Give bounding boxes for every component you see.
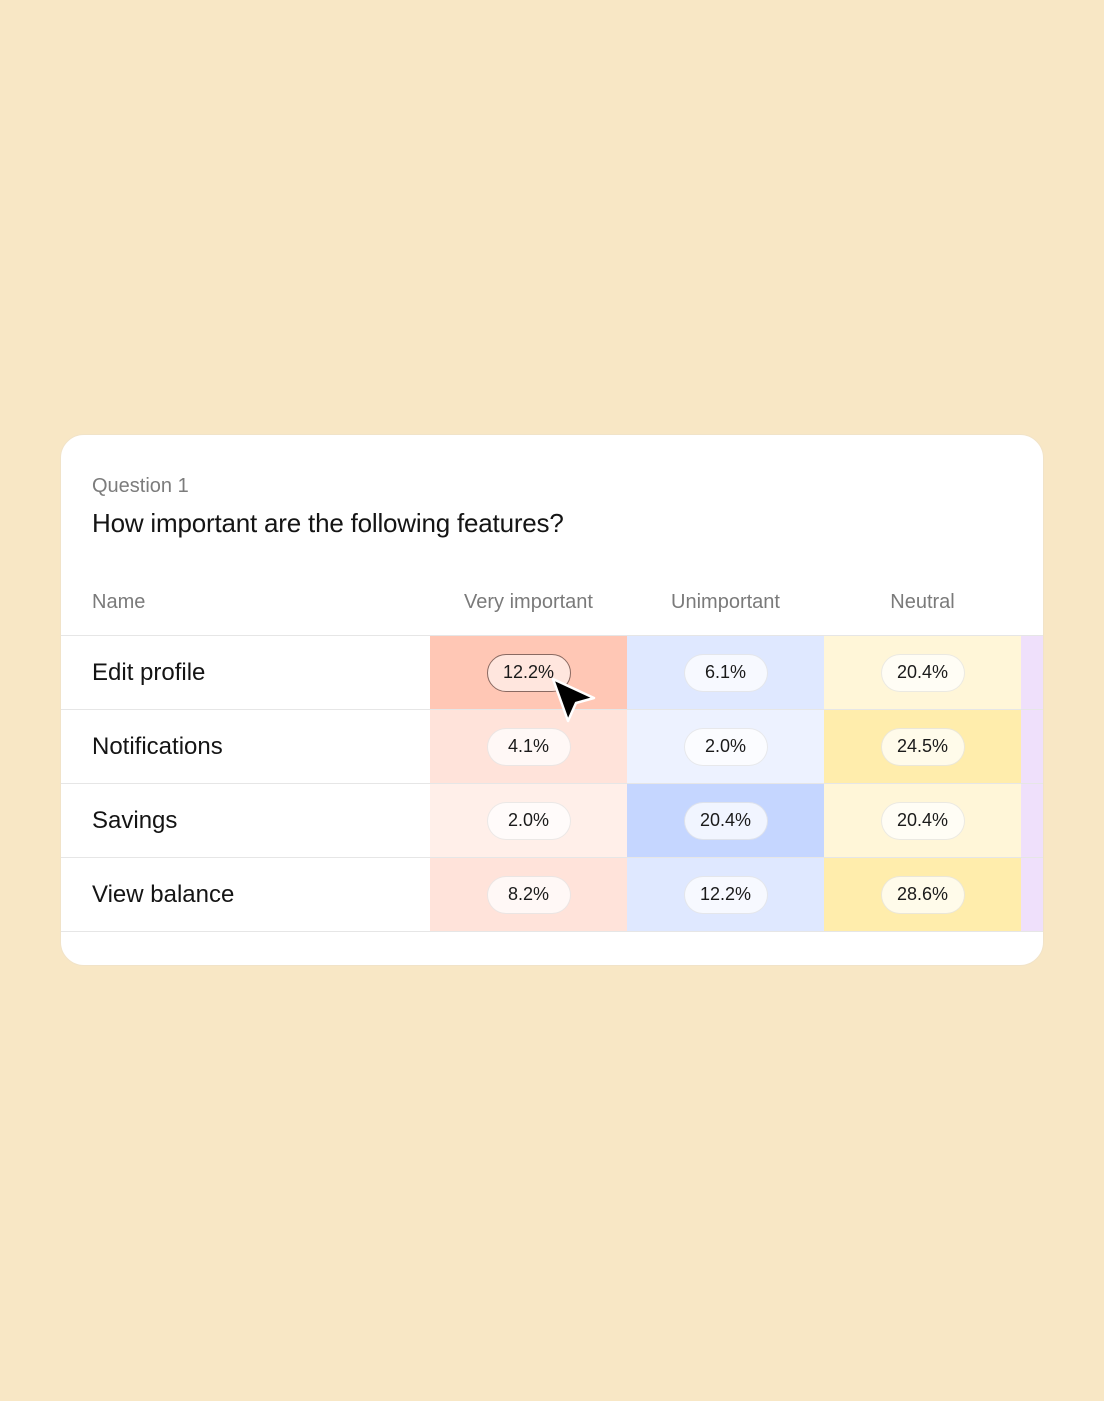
row-label: Edit profile	[92, 659, 206, 686]
value-pill[interactable]: 2.0%	[683, 727, 768, 766]
cell-neutral[interactable]: 24.5%	[824, 710, 1021, 783]
column-header-unimportant[interactable]: Unimportant	[671, 591, 780, 613]
cell-neutral[interactable]: 20.4%	[824, 636, 1021, 709]
cell-extra-column	[1021, 858, 1043, 931]
arrow-cursor-icon	[551, 677, 596, 723]
cell-extra-column	[1021, 710, 1043, 783]
value-pill[interactable]: 4.1%	[486, 727, 571, 766]
value-pill[interactable]: 6.1%	[683, 653, 768, 692]
column-header-name[interactable]: Name	[92, 591, 146, 613]
cell-neutral[interactable]: 28.6%	[824, 858, 1021, 931]
cell-extra-column	[1021, 636, 1043, 709]
value-pill[interactable]: 28.6%	[880, 875, 965, 914]
table-row: Edit profile 12.2% 6.1% 20.4%	[61, 636, 1043, 710]
survey-card: Question 1 How important are the followi…	[60, 434, 1044, 966]
column-header-neutral[interactable]: Neutral	[890, 591, 955, 613]
cell-neutral[interactable]: 20.4%	[824, 784, 1021, 857]
table-row: Notifications 4.1% 2.0% 24.5%	[61, 710, 1043, 784]
cell-unimportant[interactable]: 2.0%	[627, 710, 824, 783]
cell-extra-column	[1021, 784, 1043, 857]
value-pill[interactable]: 2.0%	[486, 801, 571, 840]
value-pill[interactable]: 20.4%	[880, 801, 965, 840]
table-row: View balance 8.2% 12.2% 28.6%	[61, 858, 1043, 932]
table-header: Name Very important Unimportant Neutral	[61, 587, 1043, 635]
value-pill[interactable]: 8.2%	[486, 875, 571, 914]
row-label: Notifications	[92, 733, 223, 760]
question-number: Question 1	[92, 475, 189, 497]
cell-unimportant[interactable]: 12.2%	[627, 858, 824, 931]
cell-unimportant[interactable]: 6.1%	[627, 636, 824, 709]
row-label: View balance	[92, 881, 235, 908]
cell-very-important[interactable]: 4.1%	[430, 710, 627, 783]
value-pill[interactable]: 20.4%	[683, 801, 768, 840]
value-pill[interactable]: 12.2%	[683, 875, 768, 914]
row-label: Savings	[92, 807, 178, 834]
cell-very-important[interactable]: 8.2%	[430, 858, 627, 931]
value-pill[interactable]: 24.5%	[880, 727, 965, 766]
table-body: Edit profile 12.2% 6.1% 20.4% Notificati…	[61, 635, 1043, 932]
column-header-very-important[interactable]: Very important	[464, 591, 593, 613]
table-row: Savings 2.0% 20.4% 20.4%	[61, 784, 1043, 858]
value-pill[interactable]: 20.4%	[880, 653, 965, 692]
cell-very-important[interactable]: 12.2%	[430, 636, 627, 709]
cell-unimportant[interactable]: 20.4%	[627, 784, 824, 857]
cell-very-important[interactable]: 2.0%	[430, 784, 627, 857]
question-title: How important are the following features…	[92, 508, 564, 538]
